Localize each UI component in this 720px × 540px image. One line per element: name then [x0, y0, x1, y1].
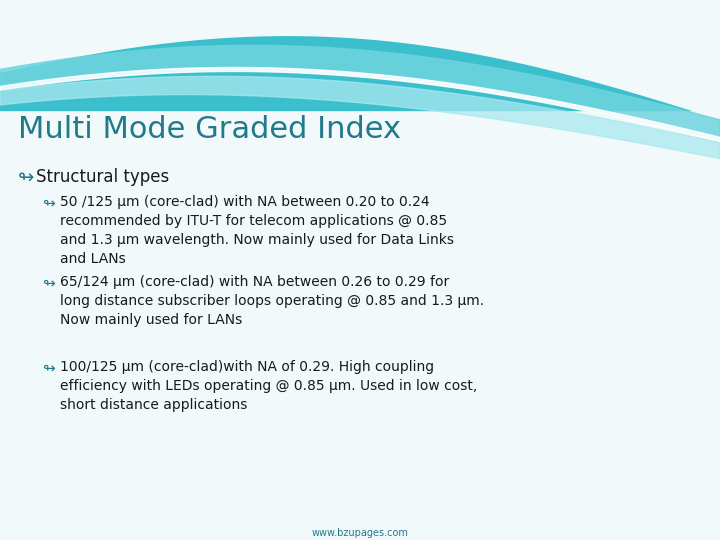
- Polygon shape: [0, 45, 720, 140]
- Text: ↬: ↬: [42, 195, 55, 210]
- Text: ↬: ↬: [42, 275, 55, 290]
- Text: Multi Mode Graded Index: Multi Mode Graded Index: [18, 115, 401, 144]
- Text: www.bzupages.com: www.bzupages.com: [312, 528, 408, 538]
- Text: ↬: ↬: [42, 360, 55, 375]
- Polygon shape: [0, 68, 720, 141]
- Text: Structural types: Structural types: [36, 168, 169, 186]
- Text: 50 /125 μm (core-clad) with NA between 0.20 to 0.24
recommended by ITU-T for tel: 50 /125 μm (core-clad) with NA between 0…: [60, 195, 454, 266]
- Polygon shape: [0, 76, 720, 159]
- Text: ↬: ↬: [18, 168, 35, 187]
- Text: 100/125 μm (core-clad)with NA of 0.29. High coupling
efficiency with LEDs operat: 100/125 μm (core-clad)with NA of 0.29. H…: [60, 360, 477, 412]
- Polygon shape: [0, 0, 720, 110]
- Text: 65/124 μm (core-clad) with NA between 0.26 to 0.29 for
long distance subscriber : 65/124 μm (core-clad) with NA between 0.…: [60, 275, 484, 327]
- Polygon shape: [0, 0, 720, 119]
